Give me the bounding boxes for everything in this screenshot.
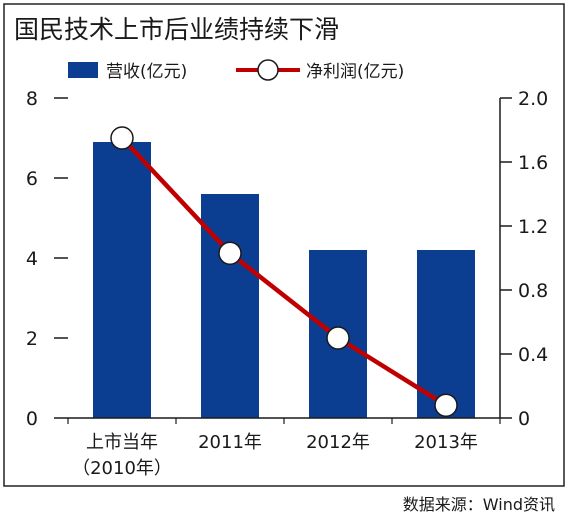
bar-revenue: [93, 142, 151, 418]
category-label: 上市当年: [86, 432, 158, 453]
legend-label-profit: 净利润(亿元): [306, 62, 404, 82]
chart-title: 国民技术上市后业绩持续下滑: [14, 15, 339, 44]
right-tick-label: 0: [518, 408, 530, 430]
right-tick-label: 1.2: [518, 216, 548, 238]
bar-revenue: [417, 250, 475, 418]
legend-swatch-revenue: [68, 62, 98, 78]
bar-revenue: [201, 194, 259, 418]
left-tick-label: 4: [26, 248, 38, 270]
category-label: 2013年: [414, 432, 478, 453]
source-note: 数据来源：Wind资讯: [403, 495, 555, 514]
right-tick-label: 0.4: [518, 344, 548, 366]
left-tick-label: 8: [26, 88, 38, 110]
legend-marker-profit: [257, 59, 279, 81]
point-profit: [110, 126, 134, 150]
point-profit: [326, 326, 350, 350]
right-tick-label: 2.0: [518, 88, 548, 110]
point-profit: [218, 241, 242, 265]
category-label: 2012年: [306, 432, 370, 453]
legend-label-revenue: 营收(亿元): [106, 62, 187, 82]
left-tick-label: 2: [26, 328, 38, 350]
left-tick-label: 6: [26, 168, 38, 190]
left-tick-label: 0: [26, 408, 38, 430]
plot-area: 0 2 4 6 8 0 0.4 0.8 1.2 1.6 2.0 上市当年 （2010年） 2011年 201…: [26, 88, 548, 479]
right-tick-label: 1.6: [518, 152, 548, 174]
right-tick-label: 0.8: [518, 280, 548, 302]
category-sublabel: （2010年）: [72, 458, 172, 479]
line-profit: [120, 136, 448, 408]
chart-frame: [3, 3, 565, 487]
category-label: 2011年: [198, 432, 262, 453]
point-profit: [434, 393, 458, 417]
